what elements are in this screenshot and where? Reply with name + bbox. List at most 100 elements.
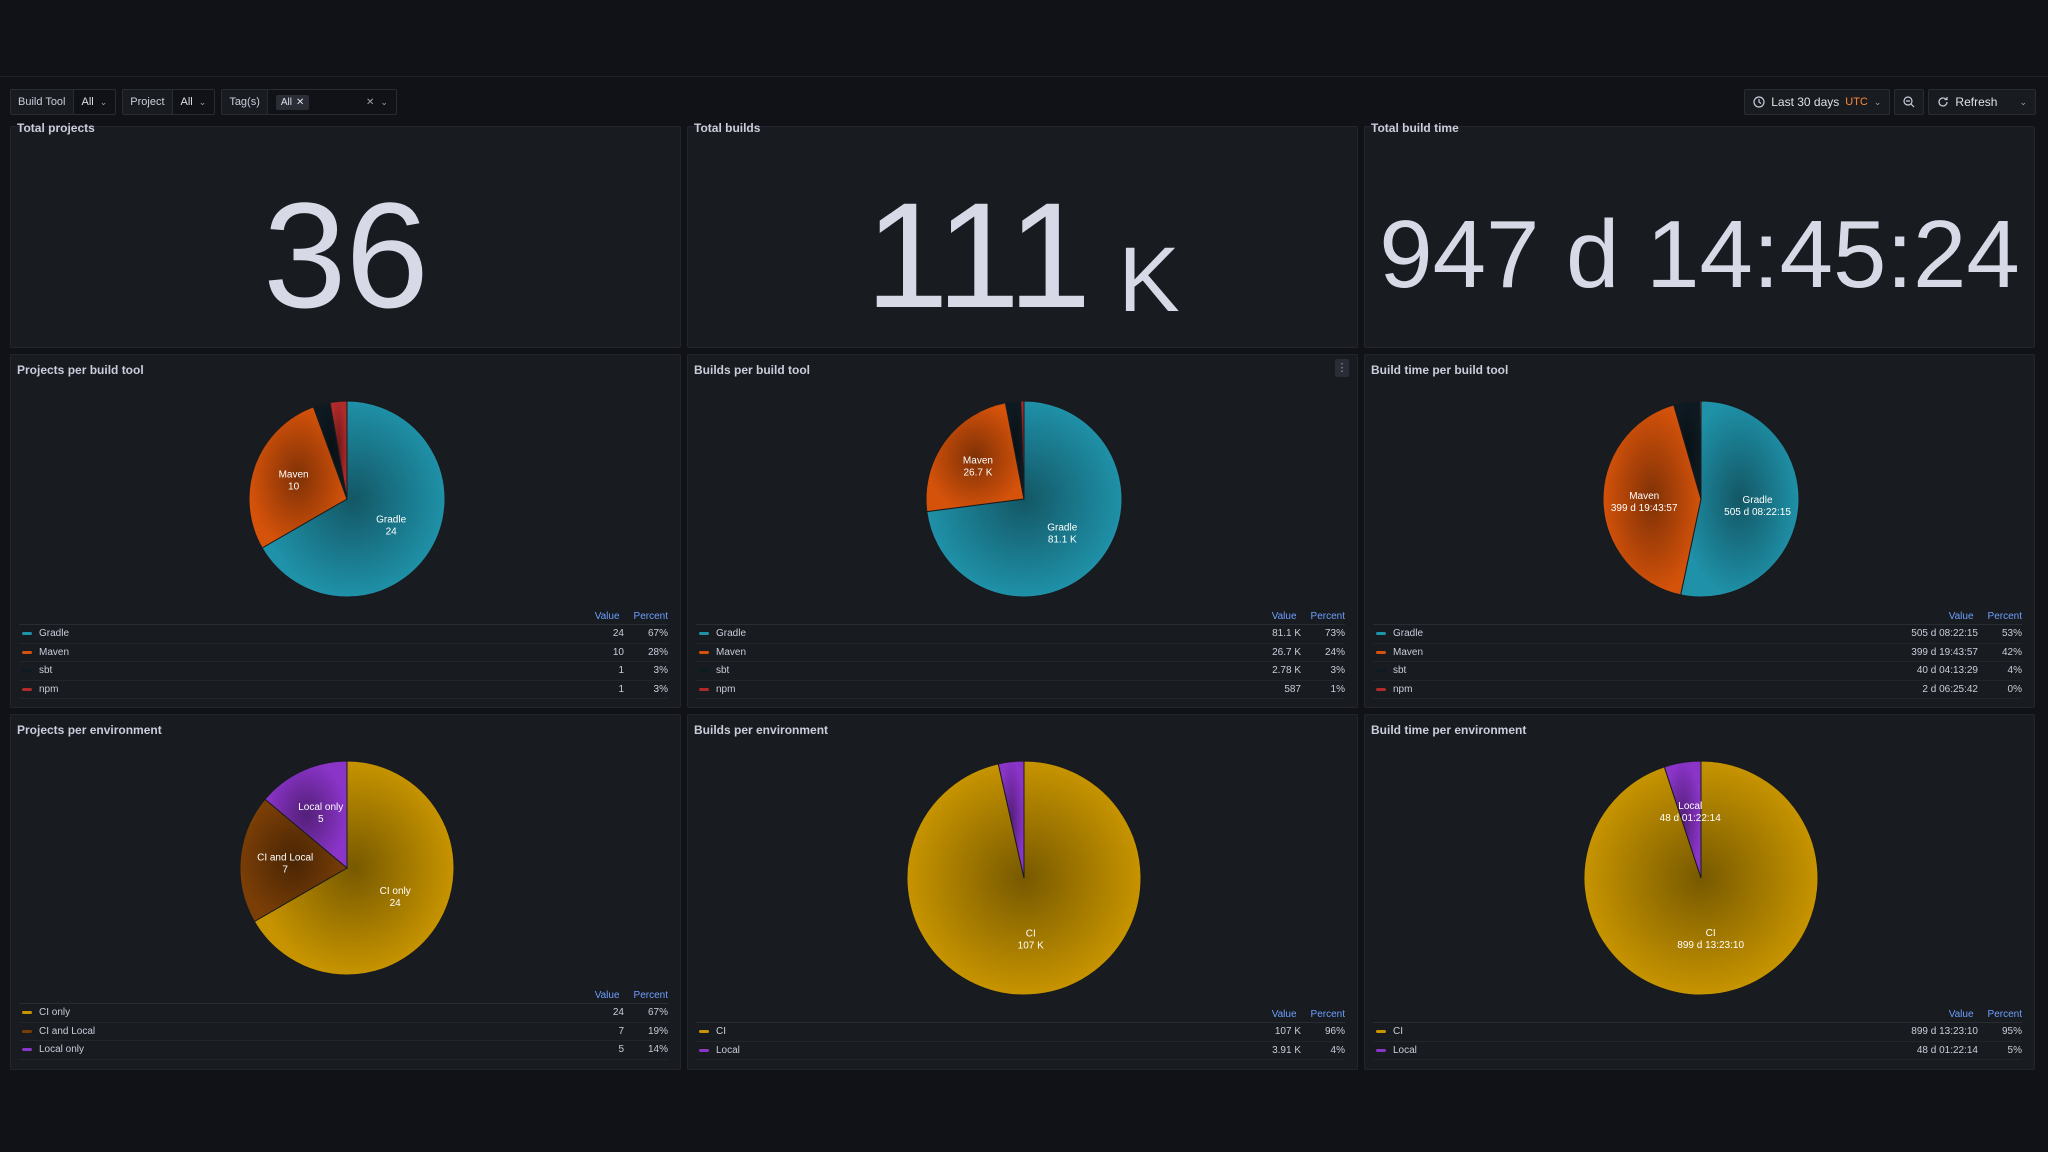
variable-tags[interactable]: Tag(s) All ✕ ✕ ⌄ <box>221 89 397 115</box>
variable-select[interactable]: All ✕ ✕ ⌄ <box>267 90 396 114</box>
legend-row[interactable]: npm 2 d 06:25:42 0% <box>1373 681 2022 699</box>
legend-header-percent[interactable]: Percent <box>1310 1009 1345 1020</box>
stat-value: 36 <box>263 170 429 339</box>
pie-slice-maven[interactable] <box>248 406 348 549</box>
legend-row[interactable]: sbt 2.78 K 3% <box>696 662 1345 681</box>
pie-panel-builds-per-build-tool[interactable]: Builds per build tool ⋮ Gradle 81.1 K Mave… <box>687 354 1358 708</box>
pie-slice-ci-and-local[interactable] <box>239 798 348 923</box>
variable-select[interactable]: All ⌄ <box>172 90 215 114</box>
pie-slice-label: Maven 26.7 K <box>962 456 992 479</box>
legend-table: Value Percent Gradle 81.1 K 73% Maven 26.7 K 24… <box>696 611 1345 699</box>
legend-row[interactable]: sbt 40 d 04:13:29 4% <box>1373 662 2022 681</box>
pie-panel-projects-per-environment[interactable]: Projects per environment CI only 24 CI and… <box>10 714 681 1070</box>
legend-header-percent[interactable]: Percent <box>1310 611 1345 622</box>
pie-slice-maven[interactable] <box>925 402 1025 513</box>
legend-row[interactable]: CI only 24 67% <box>19 1004 668 1023</box>
legend-row[interactable]: sbt 1 3% <box>19 662 668 681</box>
legend-header-percent[interactable]: Percent <box>633 611 668 622</box>
legend-row[interactable]: CI and Local 7 19% <box>19 1023 668 1041</box>
close-icon[interactable]: ✕ <box>296 96 305 108</box>
pie-slice-label: CI and Local 7 <box>257 853 313 876</box>
stat-panel-total-builds[interactable]: Total builds 111 K <box>687 121 1358 348</box>
panel-title: Builds per build tool <box>694 363 810 377</box>
pie-panel-builds-per-environment[interactable]: Builds per environment CI 107 K Value Perce… <box>687 714 1358 1070</box>
legend-row[interactable]: Gradle 505 d 08:22:15 53% <box>1373 625 2022 644</box>
legend-table: Value Percent CI 899 d 13:23:10 95% Local 48 d… <box>1373 1009 2022 1060</box>
refresh-icon <box>1938 97 1949 107</box>
pie-slice-npm[interactable] <box>328 400 347 500</box>
pie-slice-npm[interactable] <box>1698 400 1701 500</box>
stat-panel-total-build-time[interactable]: Total build time 947 d 14:45:24 <box>1364 121 2035 348</box>
pie-slice-label: CI 107 K <box>1017 928 1043 951</box>
chevron-down-icon[interactable]: ⌄ <box>380 96 388 107</box>
legend-table: Value Percent Gradle 505 d 08:22:15 53% Maven… <box>1373 611 2022 699</box>
refresh-button[interactable]: Refresh ⌄ <box>1928 89 2036 115</box>
legend-row[interactable]: npm 587 1% <box>696 681 1345 699</box>
legend-header-percent[interactable]: Percent <box>1987 611 2022 622</box>
legend-swatch <box>699 669 709 673</box>
legend-row[interactable]: npm 1 3% <box>19 681 668 699</box>
pie-slice-gradle[interactable] <box>1679 400 1799 598</box>
pie-chart[interactable]: Gradle 24 Maven 10 <box>247 399 447 599</box>
pie-chart[interactable]: Gradle 81.1 K Maven 26.7 K <box>924 399 1124 599</box>
legend-row[interactable]: Gradle 81.1 K 73% <box>696 625 1345 644</box>
time-range-picker[interactable]: Last 30 days UTC ⌄ <box>1744 89 1891 115</box>
pie-panel-build-time-per-build-tool[interactable]: Build time per build tool Gradle 505 d 08… <box>1364 354 2035 708</box>
legend-row[interactable]: Local 48 d 01:22:14 5% <box>1373 1042 2022 1060</box>
stat-panel-total-projects[interactable]: Total projects 36 <box>10 121 681 348</box>
legend-row[interactable]: Gradle 24 67% <box>19 625 668 644</box>
legend-row[interactable]: Maven 10 28% <box>19 644 668 662</box>
legend-row[interactable]: CI 107 K 96% <box>696 1023 1345 1042</box>
kebab-menu-icon[interactable]: ⋮ <box>1335 359 1349 377</box>
pie-slice-ci-only[interactable] <box>253 760 454 976</box>
pie-panel-projects-per-build-tool[interactable]: Projects per build tool Gradle 24 Maven 10 V… <box>10 354 681 708</box>
legend-percent: 4% <box>1330 1044 1345 1056</box>
refresh-label: Refresh <box>1955 95 1998 109</box>
legend-value: 48 d 01:22:14 <box>1916 1044 1978 1056</box>
legend-percent: 73% <box>1324 628 1345 640</box>
legend-value: 7 <box>618 1025 624 1037</box>
legend-row[interactable]: Maven 26.7 K 24% <box>696 644 1345 662</box>
pie-chart[interactable]: CI only 24 CI and Local 7 Local only 5 <box>238 759 456 977</box>
pie-chart[interactable]: CI 899 d 13:23:10 Local 48 d 01:22:14 <box>1582 759 1820 997</box>
pie-slice-label: Gradle 81.1 K <box>1047 523 1077 546</box>
variable-select[interactable]: All ⌄ <box>73 90 116 114</box>
zoom-out-button[interactable] <box>1894 89 1925 115</box>
legend-header-percent[interactable]: Percent <box>1987 1009 2022 1020</box>
legend-percent: 14% <box>647 1044 668 1056</box>
legend-name: Gradle <box>716 628 747 640</box>
legend-header-value[interactable]: Value <box>1948 611 1974 622</box>
pie-slice-maven[interactable] <box>1602 404 1702 596</box>
legend-swatch <box>1376 1030 1386 1034</box>
legend-header-value[interactable]: Value <box>1948 1009 1974 1020</box>
pie-slice-gradle[interactable] <box>260 400 445 598</box>
pie-chart[interactable]: CI 107 K <box>905 759 1143 997</box>
legend-header: Value Percent <box>696 1009 1345 1023</box>
pie-chart[interactable]: Gradle 505 d 08:22:15 Maven 399 d 19:43:57 <box>1601 399 1801 599</box>
legend-swatch <box>1376 1048 1386 1052</box>
legend-header-value[interactable]: Value <box>594 611 620 622</box>
legend-value: 2 d 06:25:42 <box>1922 683 1978 695</box>
legend-row[interactable]: Local 3.91 K 4% <box>696 1042 1345 1060</box>
variable-build-tool[interactable]: Build Tool All ⌄ <box>10 89 117 115</box>
legend-row[interactable]: Maven 399 d 19:43:57 42% <box>1373 644 2022 662</box>
legend-percent: 3% <box>653 665 668 677</box>
pie-slice-local-only[interactable] <box>263 760 347 870</box>
legend-swatch <box>699 650 709 654</box>
close-icon[interactable]: ✕ <box>365 96 375 108</box>
pie-panel-build-time-per-environment[interactable]: Build time per environment CI 899 d 13:23… <box>1364 714 2035 1070</box>
pie-slice-local[interactable] <box>997 760 1024 879</box>
legend-header-value[interactable]: Value <box>594 990 620 1001</box>
legend-header-percent[interactable]: Percent <box>633 990 668 1001</box>
legend-swatch <box>1376 687 1386 691</box>
legend-value: 587 <box>1284 683 1301 695</box>
legend-name: npm <box>716 683 736 695</box>
pie-slice-local[interactable] <box>1663 760 1701 879</box>
legend-row[interactable]: Local only 5 14% <box>19 1041 668 1060</box>
legend-header-value[interactable]: Value <box>1271 1009 1297 1020</box>
variable-project[interactable]: Project All ⌄ <box>122 89 216 115</box>
pie-slice-npm[interactable] <box>1019 400 1024 500</box>
chevron-down-icon[interactable]: ⌄ <box>2019 96 2027 107</box>
legend-header-value[interactable]: Value <box>1271 611 1297 622</box>
legend-row[interactable]: CI 899 d 13:23:10 95% <box>1373 1023 2022 1042</box>
